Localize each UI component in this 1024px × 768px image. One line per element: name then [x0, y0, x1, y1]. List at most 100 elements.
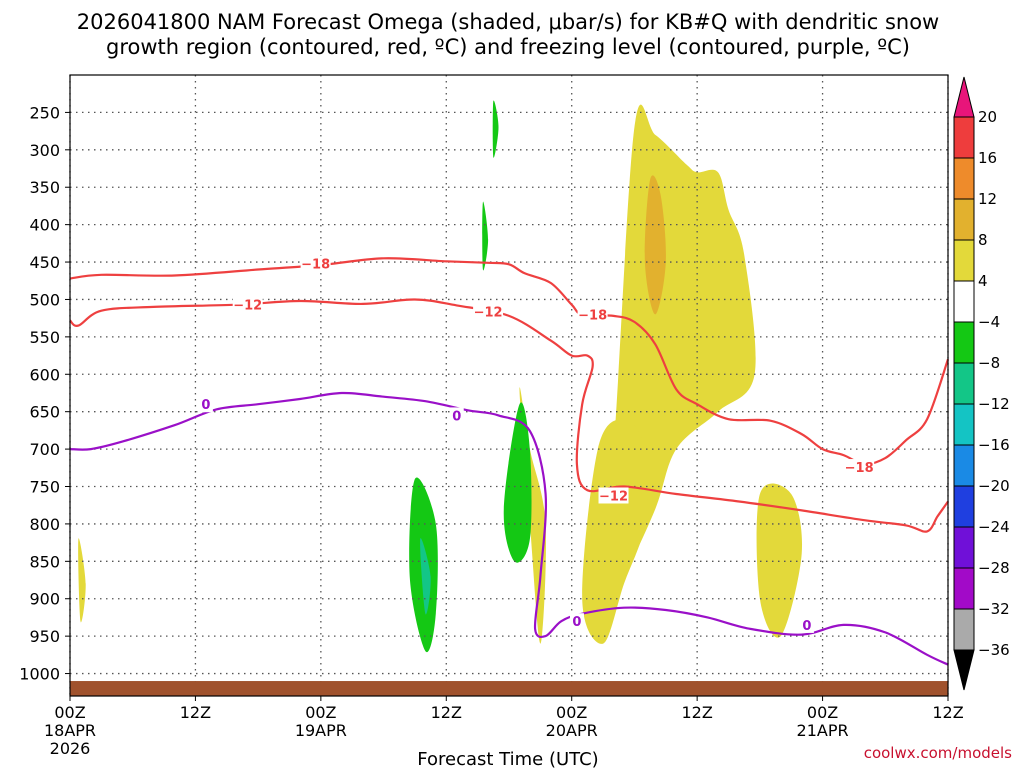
omega-region-0-1	[582, 419, 648, 644]
contour-label-bg--12-1	[473, 303, 504, 320]
colorbar-label-8: −16	[978, 436, 1010, 454]
x-tick-label-48: 00Z	[556, 703, 587, 722]
colorbar-label-10: −24	[978, 518, 1010, 536]
omega-region-1-0	[644, 175, 666, 315]
colorbar-label-3: 8	[978, 231, 988, 249]
contour-label--12-0: −12	[233, 299, 262, 314]
y-tick-label-950: 950	[29, 627, 60, 646]
plot-frame	[69, 74, 949, 697]
chart-title-line2: growth region (contoured, red, ºC) and f…	[106, 35, 910, 59]
contour-label-bg-0-3	[799, 616, 814, 633]
colorbar-segment-12	[953, 608, 975, 651]
colorbar-label-6: −8	[978, 354, 1000, 372]
x-tick-label-0: 00Z	[54, 703, 85, 722]
y-axis-pressure: 250 300 350 400 450 500 550 600 650 700 750 800 850 9…	[19, 103, 70, 684]
colorbar-segment-8	[953, 444, 975, 487]
contour-label-bg-0-0	[198, 396, 213, 413]
contour-label-0-2: 0	[572, 615, 581, 630]
colorbar-label-5: −4	[978, 313, 1000, 331]
omega-region-3-0	[420, 538, 431, 615]
colorbar-label-12: −32	[978, 600, 1010, 618]
colorbar-label-13: −36	[978, 641, 1010, 659]
contour-label-0-1: 0	[452, 409, 461, 424]
omega-region-0-4	[78, 538, 86, 623]
x-tick-date-72: 21APR	[797, 721, 849, 740]
colorbar-segment-1	[953, 157, 975, 200]
contour-label--12-1: −12	[474, 305, 503, 320]
colorbar-segment-7	[953, 403, 975, 446]
colorbar-label-9: −20	[978, 477, 1010, 495]
y-tick-label-450: 450	[29, 253, 60, 272]
y-tick-label-350: 350	[29, 178, 60, 197]
contour-label-bg--12-2	[598, 487, 629, 504]
x-tick-year-0: 2026	[50, 739, 91, 758]
contour-label--18-0: −18	[301, 258, 330, 273]
y-tick-label-750: 750	[29, 478, 60, 497]
y-tick-label-550: 550	[29, 328, 60, 347]
colorbar-segment-4	[953, 280, 975, 323]
contour-label-bg-0-1	[449, 407, 464, 424]
omega-region-2-0	[492, 100, 499, 158]
contour-line--18	[69, 257, 950, 466]
omega-region-2-1	[482, 201, 489, 271]
colorbar-label-2: 12	[978, 190, 997, 208]
y-tick-label-650: 650	[29, 403, 60, 422]
colorbar-segment-9	[953, 485, 975, 528]
contour-label-bg--18-2	[844, 459, 875, 476]
colorbar-label-1: 16	[978, 149, 997, 167]
contour-line-0	[69, 391, 949, 666]
chart-title-line1: 2026041800 NAM Forecast Omega (shaded, μ…	[77, 10, 939, 34]
x-axis-title: Forecast Time (UTC)	[417, 749, 598, 768]
colorbar-bottom-arrow	[953, 649, 975, 691]
ground-terrain	[70, 681, 948, 696]
contour-label-0-3: 0	[802, 619, 811, 634]
y-tick-label-600: 600	[29, 365, 60, 384]
y-tick-label-300: 300	[29, 141, 60, 160]
y-tick-label-800: 800	[29, 515, 60, 534]
contour-label-bg--18-1	[577, 306, 608, 323]
colorbar-segment-0	[953, 116, 975, 159]
x-tick-date-24: 19APR	[295, 721, 347, 740]
x-tick-date-48: 20APR	[546, 721, 598, 740]
colorbar-top-arrow	[953, 76, 975, 118]
y-tick-label-900: 900	[29, 590, 60, 609]
colorbar-segment-3	[953, 239, 975, 282]
contour-label-bg--12-0	[232, 296, 263, 313]
omega-region-2-2	[503, 402, 532, 563]
x-tick-date-0: 18APR	[44, 721, 96, 740]
x-tick-label-12: 12Z	[180, 703, 211, 722]
colorbar-segment-11	[953, 567, 975, 610]
y-tick-label-250: 250	[29, 103, 60, 122]
x-tick-label-24: 00Z	[305, 703, 336, 722]
credit-text: coolwx.com/models	[864, 744, 1012, 762]
contour-label--18-2: −18	[845, 461, 874, 476]
colorbar-label-0: 20	[978, 108, 997, 126]
colorbar-label-11: −28	[978, 559, 1010, 577]
x-tick-label-60: 12Z	[681, 703, 712, 722]
y-tick-label-700: 700	[29, 440, 60, 459]
y-tick-label-1000: 1000	[19, 665, 60, 684]
contour-lines: −18 −18 −18 −12 −12 −12 0 0 0 0	[69, 255, 950, 666]
y-tick-label-500: 500	[29, 290, 60, 309]
omega-shading	[78, 100, 803, 653]
x-tick-label-72: 00Z	[807, 703, 838, 722]
y-tick-label-400: 400	[29, 216, 60, 235]
contour-label-bg-0-2	[569, 613, 584, 630]
x-tick-label-84: 12Z	[932, 703, 963, 722]
colorbar-label-7: −12	[978, 395, 1010, 413]
colorbar-segment-2	[953, 198, 975, 241]
colorbar-label-4: 4	[978, 272, 988, 290]
colorbar-segment-5	[953, 321, 975, 364]
contour-label-bg--18-0	[300, 255, 331, 272]
colorbar-segment-10	[953, 526, 975, 569]
contour-label--12-2: −12	[599, 489, 628, 504]
contour-label-0-0: 0	[201, 398, 210, 413]
colorbar-segment-6	[953, 362, 975, 405]
contour-label--18-1: −18	[578, 308, 607, 323]
colorbar: 20 16 12 8 4 −4 −8 −12 −16 −20 −24 −28 −32 −36	[953, 76, 1010, 691]
y-tick-label-850: 850	[29, 552, 60, 571]
x-tick-label-36: 12Z	[431, 703, 462, 722]
grid-lines	[69, 75, 949, 696]
